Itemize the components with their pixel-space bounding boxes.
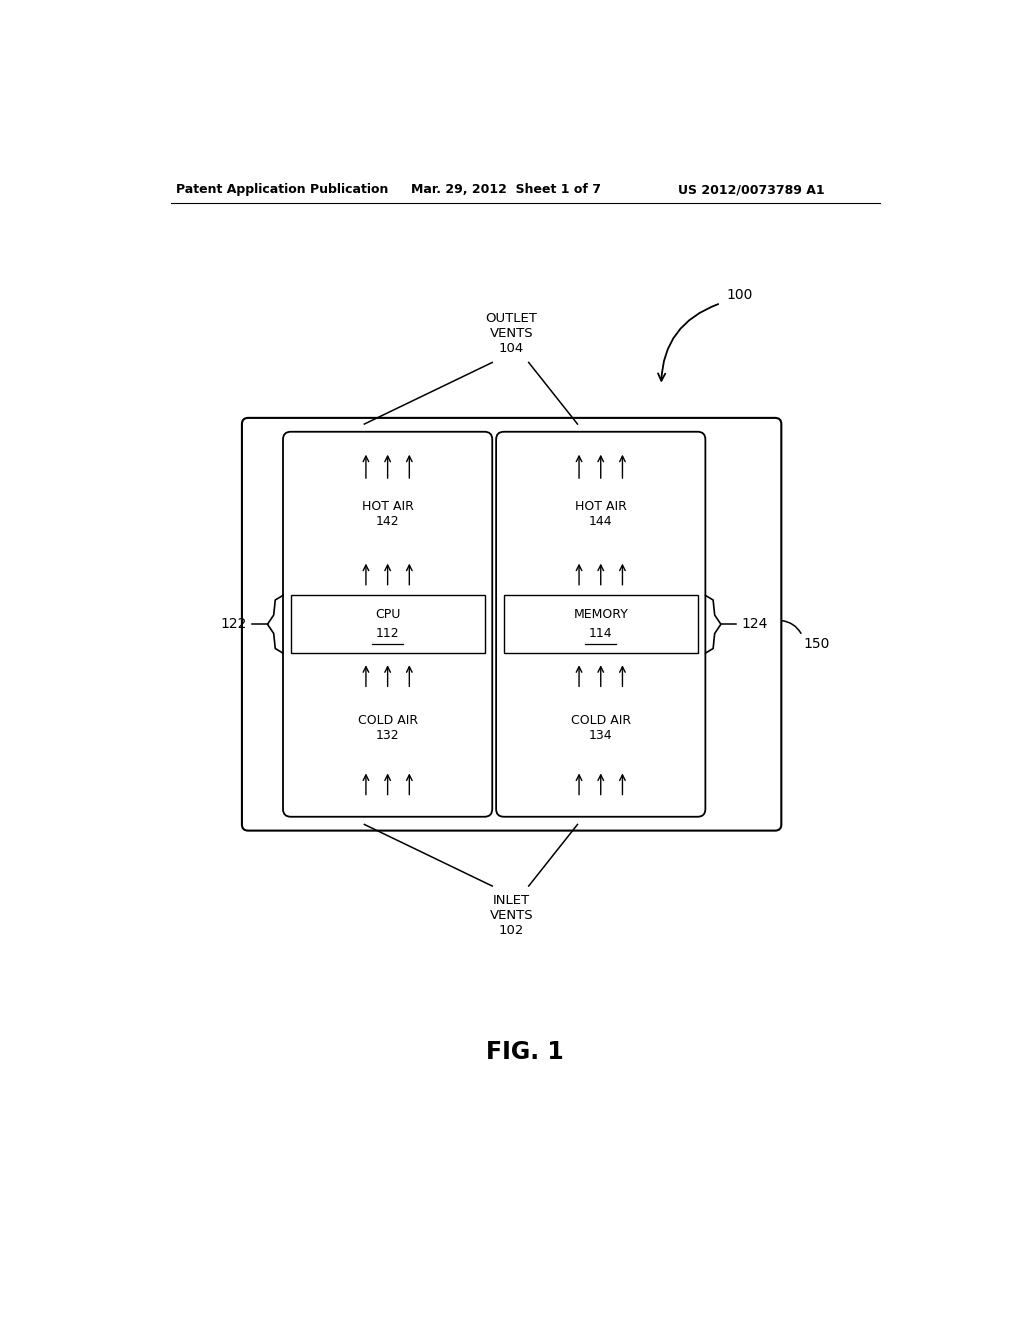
Text: HOT AIR
142: HOT AIR 142 xyxy=(361,500,414,528)
Text: FIG. 1: FIG. 1 xyxy=(486,1040,563,1064)
Text: Mar. 29, 2012  Sheet 1 of 7: Mar. 29, 2012 Sheet 1 of 7 xyxy=(411,183,601,197)
Text: MEMORY: MEMORY xyxy=(573,607,628,620)
Text: INLET
VENTS
102: INLET VENTS 102 xyxy=(489,894,534,937)
Text: COLD AIR
132: COLD AIR 132 xyxy=(357,714,418,742)
Text: HOT AIR
144: HOT AIR 144 xyxy=(574,500,627,528)
FancyBboxPatch shape xyxy=(242,418,781,830)
Text: 122: 122 xyxy=(220,618,247,631)
Text: 150: 150 xyxy=(804,636,830,651)
Text: COLD AIR
134: COLD AIR 134 xyxy=(570,714,631,742)
Text: Patent Application Publication: Patent Application Publication xyxy=(176,183,388,197)
Bar xyxy=(504,595,697,653)
Bar xyxy=(291,595,484,653)
Text: 100: 100 xyxy=(726,289,753,302)
Text: US 2012/0073789 A1: US 2012/0073789 A1 xyxy=(678,183,825,197)
Text: CPU: CPU xyxy=(375,607,400,620)
Text: 124: 124 xyxy=(741,618,768,631)
FancyBboxPatch shape xyxy=(283,432,493,817)
Text: 112: 112 xyxy=(376,627,399,640)
FancyBboxPatch shape xyxy=(496,432,706,817)
Text: 114: 114 xyxy=(589,627,612,640)
Text: OUTLET
VENTS
104: OUTLET VENTS 104 xyxy=(485,312,538,355)
